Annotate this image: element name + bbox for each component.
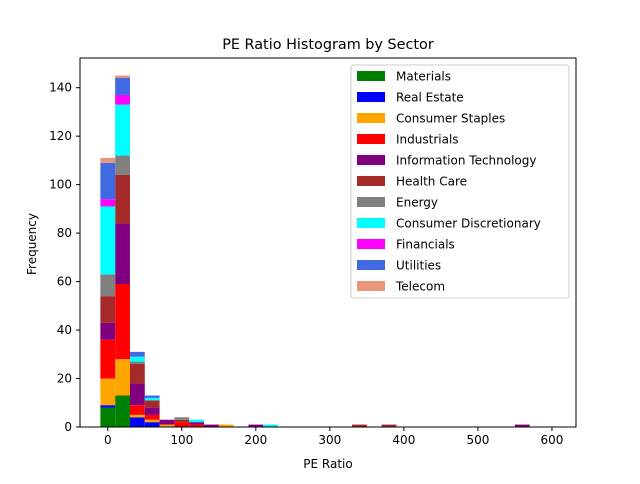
bar-information-technology-bin-2 [129, 383, 145, 406]
legend-label-utilities: Utilities [396, 259, 441, 273]
bar-utilities-bin-3 [144, 395, 160, 398]
legend-swatch-consumer-staples [357, 113, 385, 123]
bar-information-technology-bin-3 [144, 407, 160, 415]
legend-swatch-industrials [357, 134, 385, 144]
bar-health-care-bin-2 [129, 363, 145, 384]
bar-utilities-bin-1 [115, 77, 130, 95]
x-tick-label-400: 400 [392, 433, 415, 447]
bar-health-care-bin-19 [381, 424, 397, 427]
chart-title: PE Ratio Histogram by Sector [222, 37, 434, 53]
legend-swatch-health-care [357, 176, 385, 186]
bar-health-care-bin-0 [100, 296, 116, 323]
bar-industrials-bin-5 [174, 422, 190, 427]
x-tick-label-500: 500 [466, 433, 489, 447]
legend-swatch-utilities [357, 260, 385, 270]
bar-health-care-bin-17 [352, 424, 367, 427]
legend-swatch-energy [357, 197, 385, 207]
bar-real-estate-bin-0 [100, 405, 116, 408]
y-tick-label-40: 40 [57, 323, 72, 337]
legend-label-information-technology: Information Technology [396, 154, 537, 168]
bar-financials-bin-0 [100, 199, 116, 207]
bar-consumer-discretionary-bin-6 [189, 419, 204, 423]
y-axis-label: Frequency [25, 213, 39, 275]
bar-information-technology-bin-0 [100, 322, 116, 340]
bar-industrials-bin-2 [129, 405, 145, 415]
bar-information-technology-bin-28 [514, 424, 530, 427]
legend-swatch-financials [357, 239, 385, 249]
bar-information-technology-bin-4 [159, 419, 175, 425]
bar-financials-bin-1 [115, 94, 130, 105]
y-tick-label-80: 80 [57, 226, 72, 240]
bar-consumer-discretionary-bin-1 [115, 104, 130, 156]
bar-telecom-bin-0 [100, 157, 116, 163]
bar-consumer-staples-bin-1 [115, 359, 130, 396]
bar-materials-bin-1 [115, 395, 130, 427]
histogram-bars [100, 75, 530, 427]
bar-industrials-bin-3 [144, 414, 160, 420]
legend-label-consumer-staples: Consumer Staples [396, 112, 505, 126]
bar-consumer-staples-bin-0 [100, 378, 116, 406]
bar-real-estate-bin-3 [144, 422, 160, 427]
legend-label-health-care: Health Care [396, 175, 467, 189]
bar-industrials-bin-6 [189, 424, 204, 427]
x-tick-label-100: 100 [170, 433, 193, 447]
bar-consumer-discretionary-bin-11 [263, 424, 279, 427]
x-axis-label: PE Ratio [303, 457, 352, 471]
legend-label-financials: Financials [396, 238, 455, 252]
legend-label-materials: Materials [396, 70, 451, 84]
y-tick-label-20: 20 [57, 372, 72, 386]
y-tick-label-140: 140 [49, 81, 72, 95]
plot-frame [79, 57, 577, 428]
legend-label-industrials: Industrials [396, 133, 459, 147]
legend-swatch-consumer-discretionary [357, 218, 385, 228]
legend-label-telecom: Telecom [395, 280, 445, 294]
bar-consumer-staples-bin-2 [129, 414, 145, 418]
bar-energy-bin-2 [129, 361, 145, 364]
bar-energy-bin-5 [174, 417, 190, 420]
bar-health-care-bin-5 [174, 419, 190, 423]
axes: 0 100 200 300 400 500 600 0 20 40 60 80 100 120 140 [49, 57, 577, 447]
bar-information-technology-bin-1 [115, 223, 130, 285]
x-tick-label-300: 300 [318, 433, 341, 447]
bar-energy-bin-1 [115, 155, 130, 175]
legend-label-real-estate: Real Estate [396, 91, 464, 105]
bar-consumer-discretionary-bin-0 [100, 206, 116, 275]
x-tick-label-200: 200 [244, 433, 267, 447]
y-tick-label-0: 0 [64, 420, 72, 434]
legend-box [350, 64, 570, 299]
bar-real-estate-bin-2 [129, 417, 145, 427]
legend-swatch-information-technology [357, 155, 385, 165]
bar-consumer-discretionary-bin-2 [129, 356, 145, 362]
bar-health-care-bin-1 [115, 174, 130, 224]
bar-utilities-bin-2 [129, 351, 145, 357]
bar-information-technology-bin-6 [189, 422, 204, 425]
y-tick-label-100: 100 [49, 178, 72, 192]
legend-swatch-telecom [357, 281, 385, 291]
bar-materials-bin-0 [100, 407, 116, 427]
bar-information-technology-bin-7 [204, 424, 219, 427]
x-tick-label-0: 0 [104, 433, 112, 447]
legend-swatch-real-estate [357, 92, 385, 102]
bar-telecom-bin-1 [115, 75, 130, 78]
legend-label-energy: Energy [396, 196, 438, 210]
bar-utilities-bin-0 [100, 162, 116, 200]
bar-information-technology-bin-10 [248, 424, 264, 427]
x-tick-label-600: 600 [540, 433, 563, 447]
legend: Materials Real Estate Consumer Staples Indu… [350, 64, 570, 299]
legend-label-consumer-discretionary: Consumer Discretionary [396, 217, 541, 231]
legend-swatch-materials [357, 71, 385, 81]
bar-energy-bin-0 [100, 274, 116, 297]
bar-industrials-bin-0 [100, 339, 116, 379]
y-tick-label-120: 120 [49, 129, 72, 143]
bar-consumer-staples-bin-8 [218, 424, 234, 427]
bar-health-care-bin-3 [144, 400, 160, 408]
y-tick-label-60: 60 [57, 275, 72, 289]
bar-consumer-staples-bin-3 [144, 419, 160, 423]
bar-consumer-discretionary-bin-3 [144, 397, 160, 401]
bar-consumer-staples-bin-4 [159, 424, 175, 427]
bar-industrials-bin-1 [115, 284, 130, 360]
